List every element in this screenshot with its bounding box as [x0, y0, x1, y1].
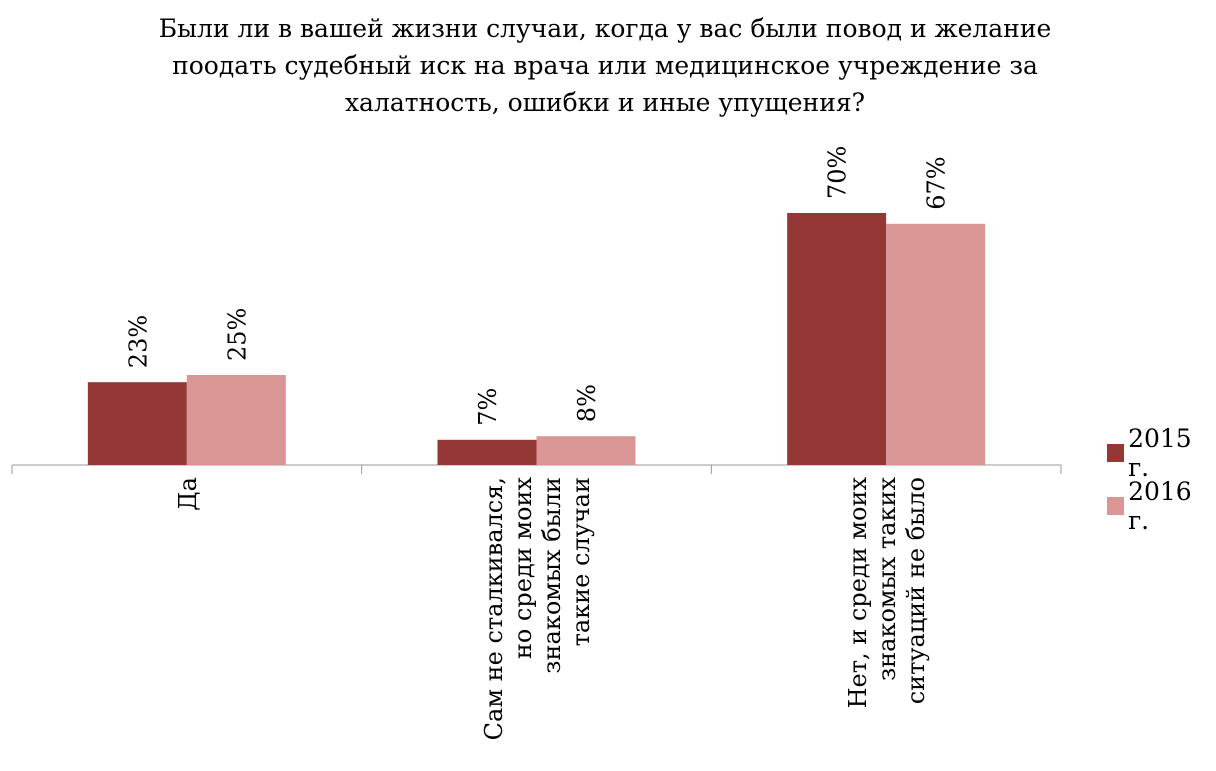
category-label: Сам не сталкивался, — [480, 477, 508, 740]
bar-2016г — [186, 375, 286, 465]
category-label: знакомых таких — [873, 477, 901, 681]
data-label: 67% — [923, 156, 951, 209]
chart-title-line: поодать судебный иск на врача или медици… — [172, 51, 1038, 80]
legend-swatch — [1107, 497, 1125, 515]
data-label: 7% — [474, 388, 502, 426]
legend-item-2015: 2015 г. — [1107, 424, 1216, 482]
data-label: 23% — [124, 315, 152, 368]
data-label: 8% — [573, 384, 601, 422]
category-label: Нет, и среди моих — [844, 477, 872, 709]
legend-swatch — [1107, 444, 1125, 462]
category-label: такие случаи — [567, 477, 595, 646]
data-label: 25% — [223, 308, 251, 361]
bar-2015г — [437, 439, 537, 465]
bar-2016г — [536, 436, 636, 465]
legend-item-2016: 2016 г. — [1107, 477, 1216, 535]
bar-2015г — [87, 382, 187, 465]
category-label: Да — [174, 477, 202, 511]
chart-title: Были ли в вашей жизни случаи, когда у ва… — [120, 10, 1090, 121]
category-label: знакомых были — [538, 477, 566, 674]
legend-label: 2016 г. — [1128, 477, 1192, 535]
chart-title-line: Были ли в вашей жизни случаи, когда у ва… — [158, 14, 1052, 43]
category-label: но среди моих — [509, 477, 537, 660]
bar-2016г — [886, 223, 986, 465]
category-label: ситуаций не было — [902, 477, 930, 704]
data-label: 70% — [824, 146, 852, 199]
chart-title-line: халатность, ошибки и иные упущения? — [344, 88, 866, 117]
legend-label: 2015 г. — [1128, 424, 1192, 482]
bar-2015г — [787, 213, 887, 465]
